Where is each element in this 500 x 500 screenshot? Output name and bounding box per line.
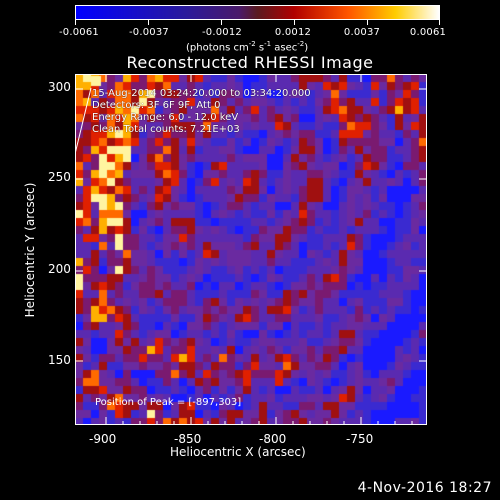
colorbar-tick-label: -0.0037	[129, 27, 169, 38]
y-tick-label: 200	[48, 262, 71, 276]
colorbar-tick	[148, 20, 149, 25]
colorbar-tick-label: 0.0012	[274, 27, 312, 38]
colorbar-tick	[75, 20, 76, 25]
y-tick-label: 150	[48, 353, 71, 367]
x-tick-label: -850	[174, 432, 202, 446]
colorbar-tick	[221, 20, 222, 25]
colorbar-units: (photons cm-2 s-1 asec-2)	[186, 40, 309, 54]
peak-position-label: Position of Peak = [-897,303]	[95, 397, 242, 408]
time-range-label: 15-Aug-2014 03:24:20.000 to 03:34:20.000	[92, 88, 311, 99]
colorbar-tick-label: 0.0037	[343, 27, 381, 38]
heatmap-canvas	[75, 74, 427, 425]
detectors-label: Detectors: 3F 6F 9F, Att 0	[92, 100, 221, 111]
colorbar-tick-label: -0.0012	[202, 27, 242, 38]
timestamp: 4-Nov-2016 18:27	[357, 480, 492, 496]
colorbar-tick	[439, 20, 440, 25]
x-tick-label: -800	[259, 432, 287, 446]
heatmap-plot[interactable]	[75, 74, 427, 425]
y-axis-title: Heliocentric Y (arcsec)	[23, 182, 37, 318]
image-title: Reconstructed RHESSI Image	[126, 53, 374, 72]
x-tick-label: -900	[89, 432, 117, 446]
x-axis-title: Heliocentric X (arcsec)	[170, 445, 306, 459]
x-tick-label: -750	[346, 432, 374, 446]
colorbar-tick	[367, 20, 368, 25]
y-tick-label: 300	[48, 80, 71, 94]
energy-range-label: Energy Range: 6.0 - 12.0 keV	[92, 112, 239, 123]
y-tick-label: 250	[48, 170, 71, 184]
colorbar	[75, 5, 440, 20]
colorbar-tick-label: 0.0061	[409, 27, 447, 38]
colorbar-tick	[294, 20, 295, 25]
colorbar-tick-label: -0.0061	[59, 27, 99, 38]
clean-counts-label: Clean Total counts: 7.21E+03	[92, 124, 240, 135]
